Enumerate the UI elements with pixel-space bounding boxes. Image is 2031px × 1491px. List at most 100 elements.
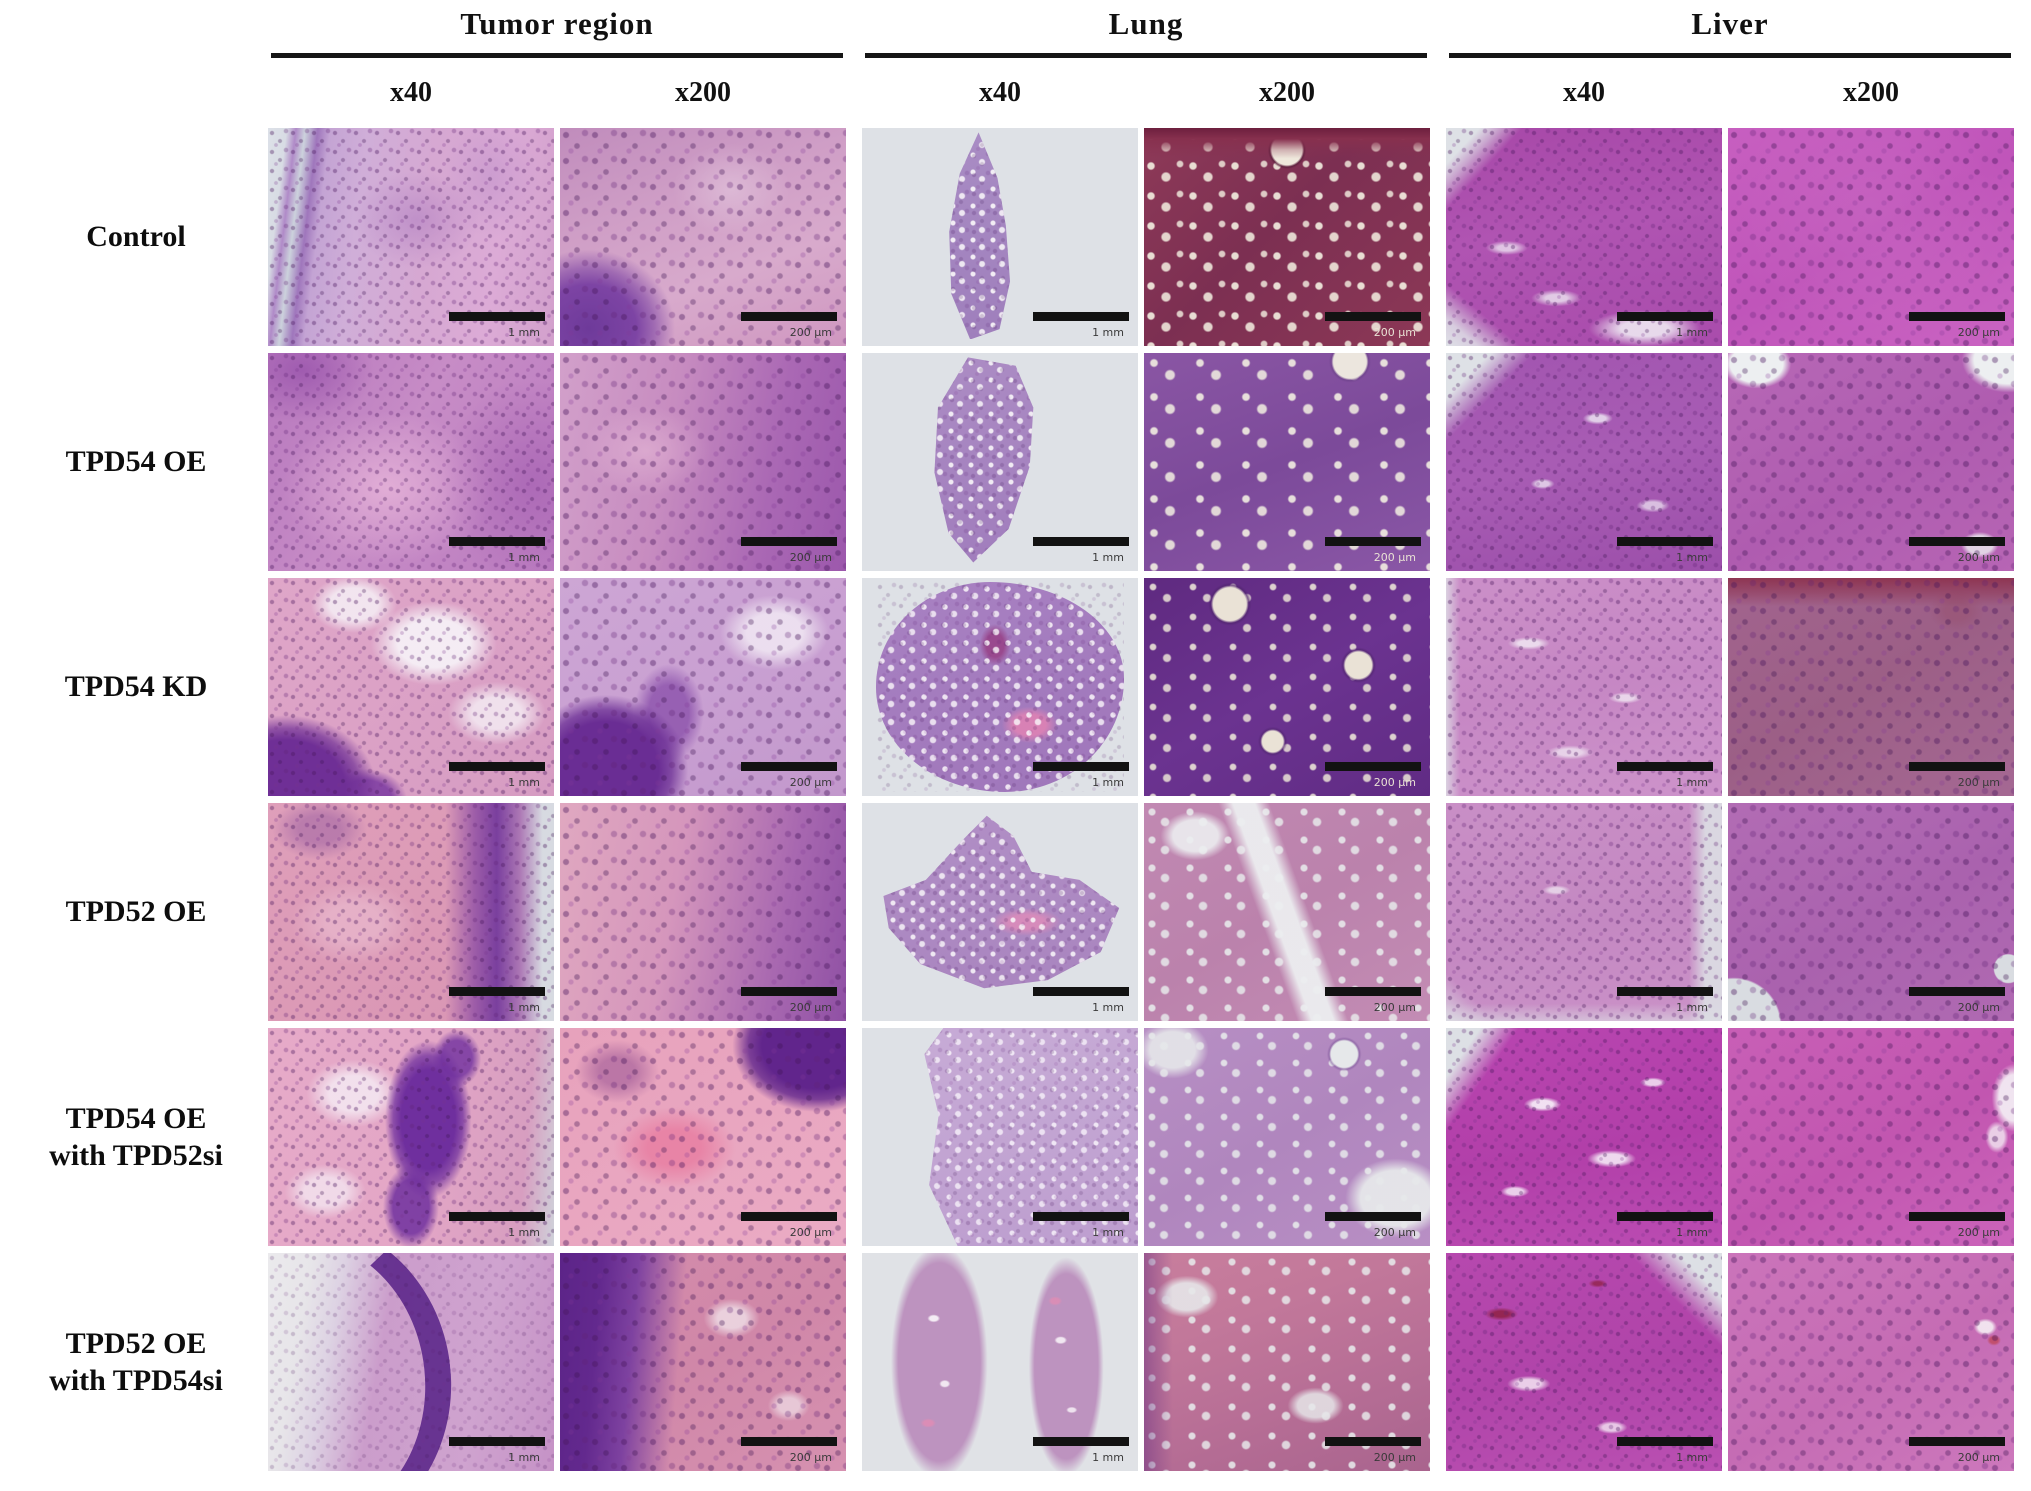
lung-tissue [1144,128,1430,346]
cell-texture [934,357,1034,563]
scale-bar [449,312,545,321]
liver-tissue [1728,1028,2014,1246]
micrograph-tpd52-oe-tpd54si-tumor-x200: 200 μm [560,1253,846,1471]
scale-label: 1 mm [1092,776,1124,789]
scale-label: 200 μm [1957,776,2000,789]
mag-label-lung-x200: x200 [1259,77,1315,108]
tumor-tissue [560,1028,846,1246]
mag-label-tumor-x200: x200 [675,77,731,108]
scale-label: 200 μm [789,1226,832,1239]
micrograph-tpd54-oe-tpd52si-liver-x200: 200 μm [1728,1028,2014,1246]
micrograph-tpd54-oe-tpd52si-tumor-x200: 200 μm [560,1028,846,1246]
scale-bar [741,987,837,996]
micrograph-tpd52-oe-lung-x40: 1 mm [862,803,1138,1021]
cell-texture [875,582,1125,792]
micrograph-tpd54-oe-tumor-x40: 1 mm [268,353,554,571]
tumor-tissue [268,1028,554,1246]
scale-bar [1325,537,1421,546]
micrograph-control-tumor-x40: 1 mm [268,128,554,346]
scale-bar [741,1212,837,1221]
scale-label: 1 mm [1092,551,1124,564]
micrograph-tpd54-oe-tpd52si-liver-x40: 1 mm [1446,1028,1722,1246]
scale-bar [1325,1212,1421,1221]
row-label-tpd52-oe: TPD52 OE [65,895,207,929]
scale-label: 200 μm [1957,1226,2000,1239]
cell-texture [1446,353,1722,571]
micrograph-tpd54-oe-lung-x40: 1 mm [862,353,1138,571]
micrograph-control-tumor-x200: 200 μm [560,128,846,346]
micrograph-control-lung-x40: 1 mm [862,128,1138,346]
scale-bar [449,537,545,546]
micrograph-tpd54-oe-tpd52si-lung-x200: 200 μm [1144,1028,1430,1246]
mag-label-liver-x40: x40 [1563,77,1605,108]
header-underline [864,53,1428,58]
scale-bar [1909,762,2005,771]
row-label-tpd54-kd: TPD54 KD [64,670,208,704]
scale-label: 200 μm [789,776,832,789]
micrograph-tpd52-oe-tpd54si-lung-x200: 200 μm [1144,1253,1430,1471]
scale-label: 200 μm [1373,1001,1416,1014]
scale-bar [741,537,837,546]
cell-texture [560,1253,846,1471]
scale-bar [1909,1212,2005,1221]
cell-texture [1728,803,2014,1021]
tumor-tissue [560,578,846,796]
liver-tissue [1446,128,1722,346]
tumor-tissue [560,353,846,571]
micrograph-tpd52-oe-tumor-x200: 200 μm [560,803,846,1021]
scale-bar [449,1437,545,1446]
scale-label: 1 mm [508,1226,540,1239]
scale-bar [1617,1212,1713,1221]
row-label-control: Control [86,220,186,254]
scale-label: 200 μm [1373,1226,1416,1239]
cell-texture [268,578,554,796]
micrograph-control-liver-x40: 1 mm [1446,128,1722,346]
tumor-tissue [268,578,554,796]
scale-label: 1 mm [1676,1001,1708,1014]
scale-bar [449,762,545,771]
scale-label: 200 μm [1957,551,2000,564]
liver-tissue [1446,578,1722,796]
tumor-tissue [268,803,554,1021]
micrograph-tpd54-oe-lung-x200: 200 μm [1144,353,1430,571]
scale-label: 200 μm [789,1451,832,1464]
cell-texture [1446,128,1722,346]
scale-bar [1617,762,1713,771]
scale-bar [1033,1212,1129,1221]
scale-bar [1617,987,1713,996]
scale-label: 1 mm [1676,776,1708,789]
scale-bar [1617,312,1713,321]
scale-bar [741,312,837,321]
scale-bar [1909,537,2005,546]
micrograph-tpd54-kd-lung-x40: 1 mm [862,578,1138,796]
cell-texture [924,1028,1138,1246]
cell-texture [1728,578,2014,796]
scale-label: 200 μm [1373,551,1416,564]
scale-label: 1 mm [1092,1226,1124,1239]
micrograph-tpd52-oe-liver-x40: 1 mm [1446,803,1722,1021]
column-group-tumor-region: Tumor region [268,6,846,58]
column-group-label: Liver [1691,6,1769,41]
micrograph-tpd54-kd-liver-x200: 200 μm [1728,578,2014,796]
cell-texture [1728,1028,2014,1246]
micrograph-tpd54-kd-tumor-x200: 200 μm [560,578,846,796]
liver-tissue [1446,353,1722,571]
micrograph-tpd54-kd-tumor-x40: 1 mm [268,578,554,796]
scale-label: 1 mm [508,1451,540,1464]
tumor-tissue [560,803,846,1021]
figure-grid: Tumor region Lung Liver x40 x200 x40 x20… [10,6,2031,1471]
micrograph-tpd54-oe-tpd52si-tumor-x40: 1 mm [268,1028,554,1246]
cell-texture [1446,578,1722,796]
liver-tissue [1728,353,2014,571]
scale-bar [449,1212,545,1221]
tumor-tissue [268,128,554,346]
lung-lobe [934,357,1034,563]
scale-label: 1 mm [508,326,540,339]
cell-texture [883,815,1120,989]
lung-lobe [949,132,1011,340]
micrograph-tpd52-oe-tpd54si-tumor-x40: 1 mm [268,1253,554,1471]
cell-texture [560,353,846,571]
scale-bar [1617,1437,1713,1446]
scale-label: 1 mm [1092,326,1124,339]
